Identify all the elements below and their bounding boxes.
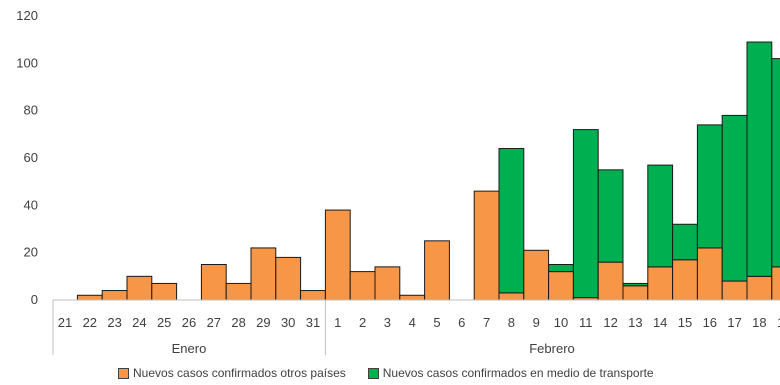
bar-otros-paises xyxy=(523,249,550,301)
bar-otros-paises xyxy=(498,292,525,301)
y-tick-label: 0 xyxy=(31,292,38,307)
y-axis: 0 20 40 60 80 100 120 xyxy=(16,8,38,307)
bar-otros-paises xyxy=(349,271,376,301)
x-tick-label: 1 xyxy=(334,315,341,330)
x-tick-label: 21 xyxy=(58,315,72,330)
legend-label: Nuevos casos confirmados en medio de tra… xyxy=(382,366,654,380)
x-tick-label: 6 xyxy=(458,315,465,330)
x-tick-label: 13 xyxy=(628,315,642,330)
x-tick-label: 28 xyxy=(231,315,245,330)
x-tick-label: 11 xyxy=(579,315,593,330)
bar-transporte xyxy=(672,223,698,261)
bar-otros-paises xyxy=(647,266,674,301)
bar-otros-paises xyxy=(597,261,624,301)
bar-otros-paises xyxy=(101,290,128,301)
y-tick-label: 100 xyxy=(16,55,38,70)
bar-otros-paises xyxy=(696,247,723,301)
x-tick-label: 15 xyxy=(678,315,692,330)
x-tick-label: 19 xyxy=(777,315,780,330)
x-tick-label: 7 xyxy=(483,315,490,330)
legend: Nuevos casos confirmados otros países Nu… xyxy=(118,366,654,380)
y-tick-label: 120 xyxy=(16,8,38,23)
y-tick-label: 40 xyxy=(24,197,38,212)
x-tick-label: 30 xyxy=(281,315,295,330)
legend-item-otros-paises: Nuevos casos confirmados otros países xyxy=(118,366,346,380)
legend-swatch-green xyxy=(367,367,379,379)
bar-transporte xyxy=(498,148,525,294)
x-tick-label: 17 xyxy=(727,315,741,330)
x-tick-label: 18 xyxy=(752,315,766,330)
legend-label: Nuevos casos confirmados otros países xyxy=(133,366,346,380)
bar-otros-paises xyxy=(672,259,698,301)
x-tick-label: 26 xyxy=(182,315,196,330)
bar-transporte xyxy=(746,41,773,277)
bar-otros-paises xyxy=(225,282,252,301)
legend-item-transporte: Nuevos casos confirmados en medio de tra… xyxy=(367,366,654,380)
y-tick-label: 20 xyxy=(24,245,38,260)
bar-transporte xyxy=(572,129,599,299)
bar-otros-paises xyxy=(324,209,351,301)
month-label: Febrero xyxy=(529,341,575,356)
bar-transporte xyxy=(597,169,624,263)
bar-transporte xyxy=(721,114,748,282)
bar-otros-paises xyxy=(746,275,773,301)
x-tick-label: 4 xyxy=(409,315,416,330)
x-tick-label: 3 xyxy=(384,315,391,330)
legend-swatch-orange xyxy=(118,367,129,379)
bar-transporte xyxy=(548,264,574,273)
x-tick-label: 22 xyxy=(83,315,97,330)
x-tick-label: 31 xyxy=(306,315,320,330)
bar-otros-paises xyxy=(300,290,326,301)
bar-otros-paises xyxy=(126,275,153,301)
bar-transporte xyxy=(771,58,780,268)
x-tick-label: 29 xyxy=(256,315,270,330)
y-tick-label: 60 xyxy=(24,150,38,165)
x-tick-label: 8 xyxy=(508,315,515,330)
bar-otros-paises xyxy=(200,264,227,301)
x-tick-label: 25 xyxy=(157,315,171,330)
x-tick-label: 27 xyxy=(207,315,221,330)
x-tick-label: 14 xyxy=(653,315,667,330)
bar-otros-paises xyxy=(548,271,574,301)
x-tick-label: 10 xyxy=(554,315,568,330)
bar-otros-paises xyxy=(374,266,401,301)
month-label: Enero xyxy=(172,341,207,356)
bar-otros-paises xyxy=(76,294,103,301)
x-tick-label: 2 xyxy=(359,315,366,330)
bar-transporte xyxy=(622,282,649,287)
x-axis: 21 22 23 24 25 26 27 28 29 30 31 1 2 3 4 5 6 7 8 9 10 11 12 13 1… xyxy=(52,299,780,356)
bar-otros-paises xyxy=(721,280,748,301)
x-tick-label: 23 xyxy=(107,315,121,330)
bar-otros-paises xyxy=(473,190,500,301)
bars xyxy=(76,41,780,301)
bar-otros-paises xyxy=(399,294,426,301)
bar-otros-paises xyxy=(250,247,277,301)
bar-otros-paises xyxy=(151,282,178,301)
bar-otros-paises xyxy=(771,266,780,301)
x-tick-label: 12 xyxy=(603,315,617,330)
bar-otros-paises xyxy=(275,256,302,301)
x-tick-label: 16 xyxy=(703,315,717,330)
y-tick-label: 80 xyxy=(24,103,38,118)
bar-otros-paises xyxy=(622,285,649,301)
bar-otros-paises xyxy=(424,240,450,301)
x-tick-label: 9 xyxy=(533,315,540,330)
x-tick-label: 5 xyxy=(433,315,440,330)
bar-transporte xyxy=(696,124,723,249)
bar-transporte xyxy=(647,164,674,268)
x-tick-label: 24 xyxy=(132,315,146,330)
